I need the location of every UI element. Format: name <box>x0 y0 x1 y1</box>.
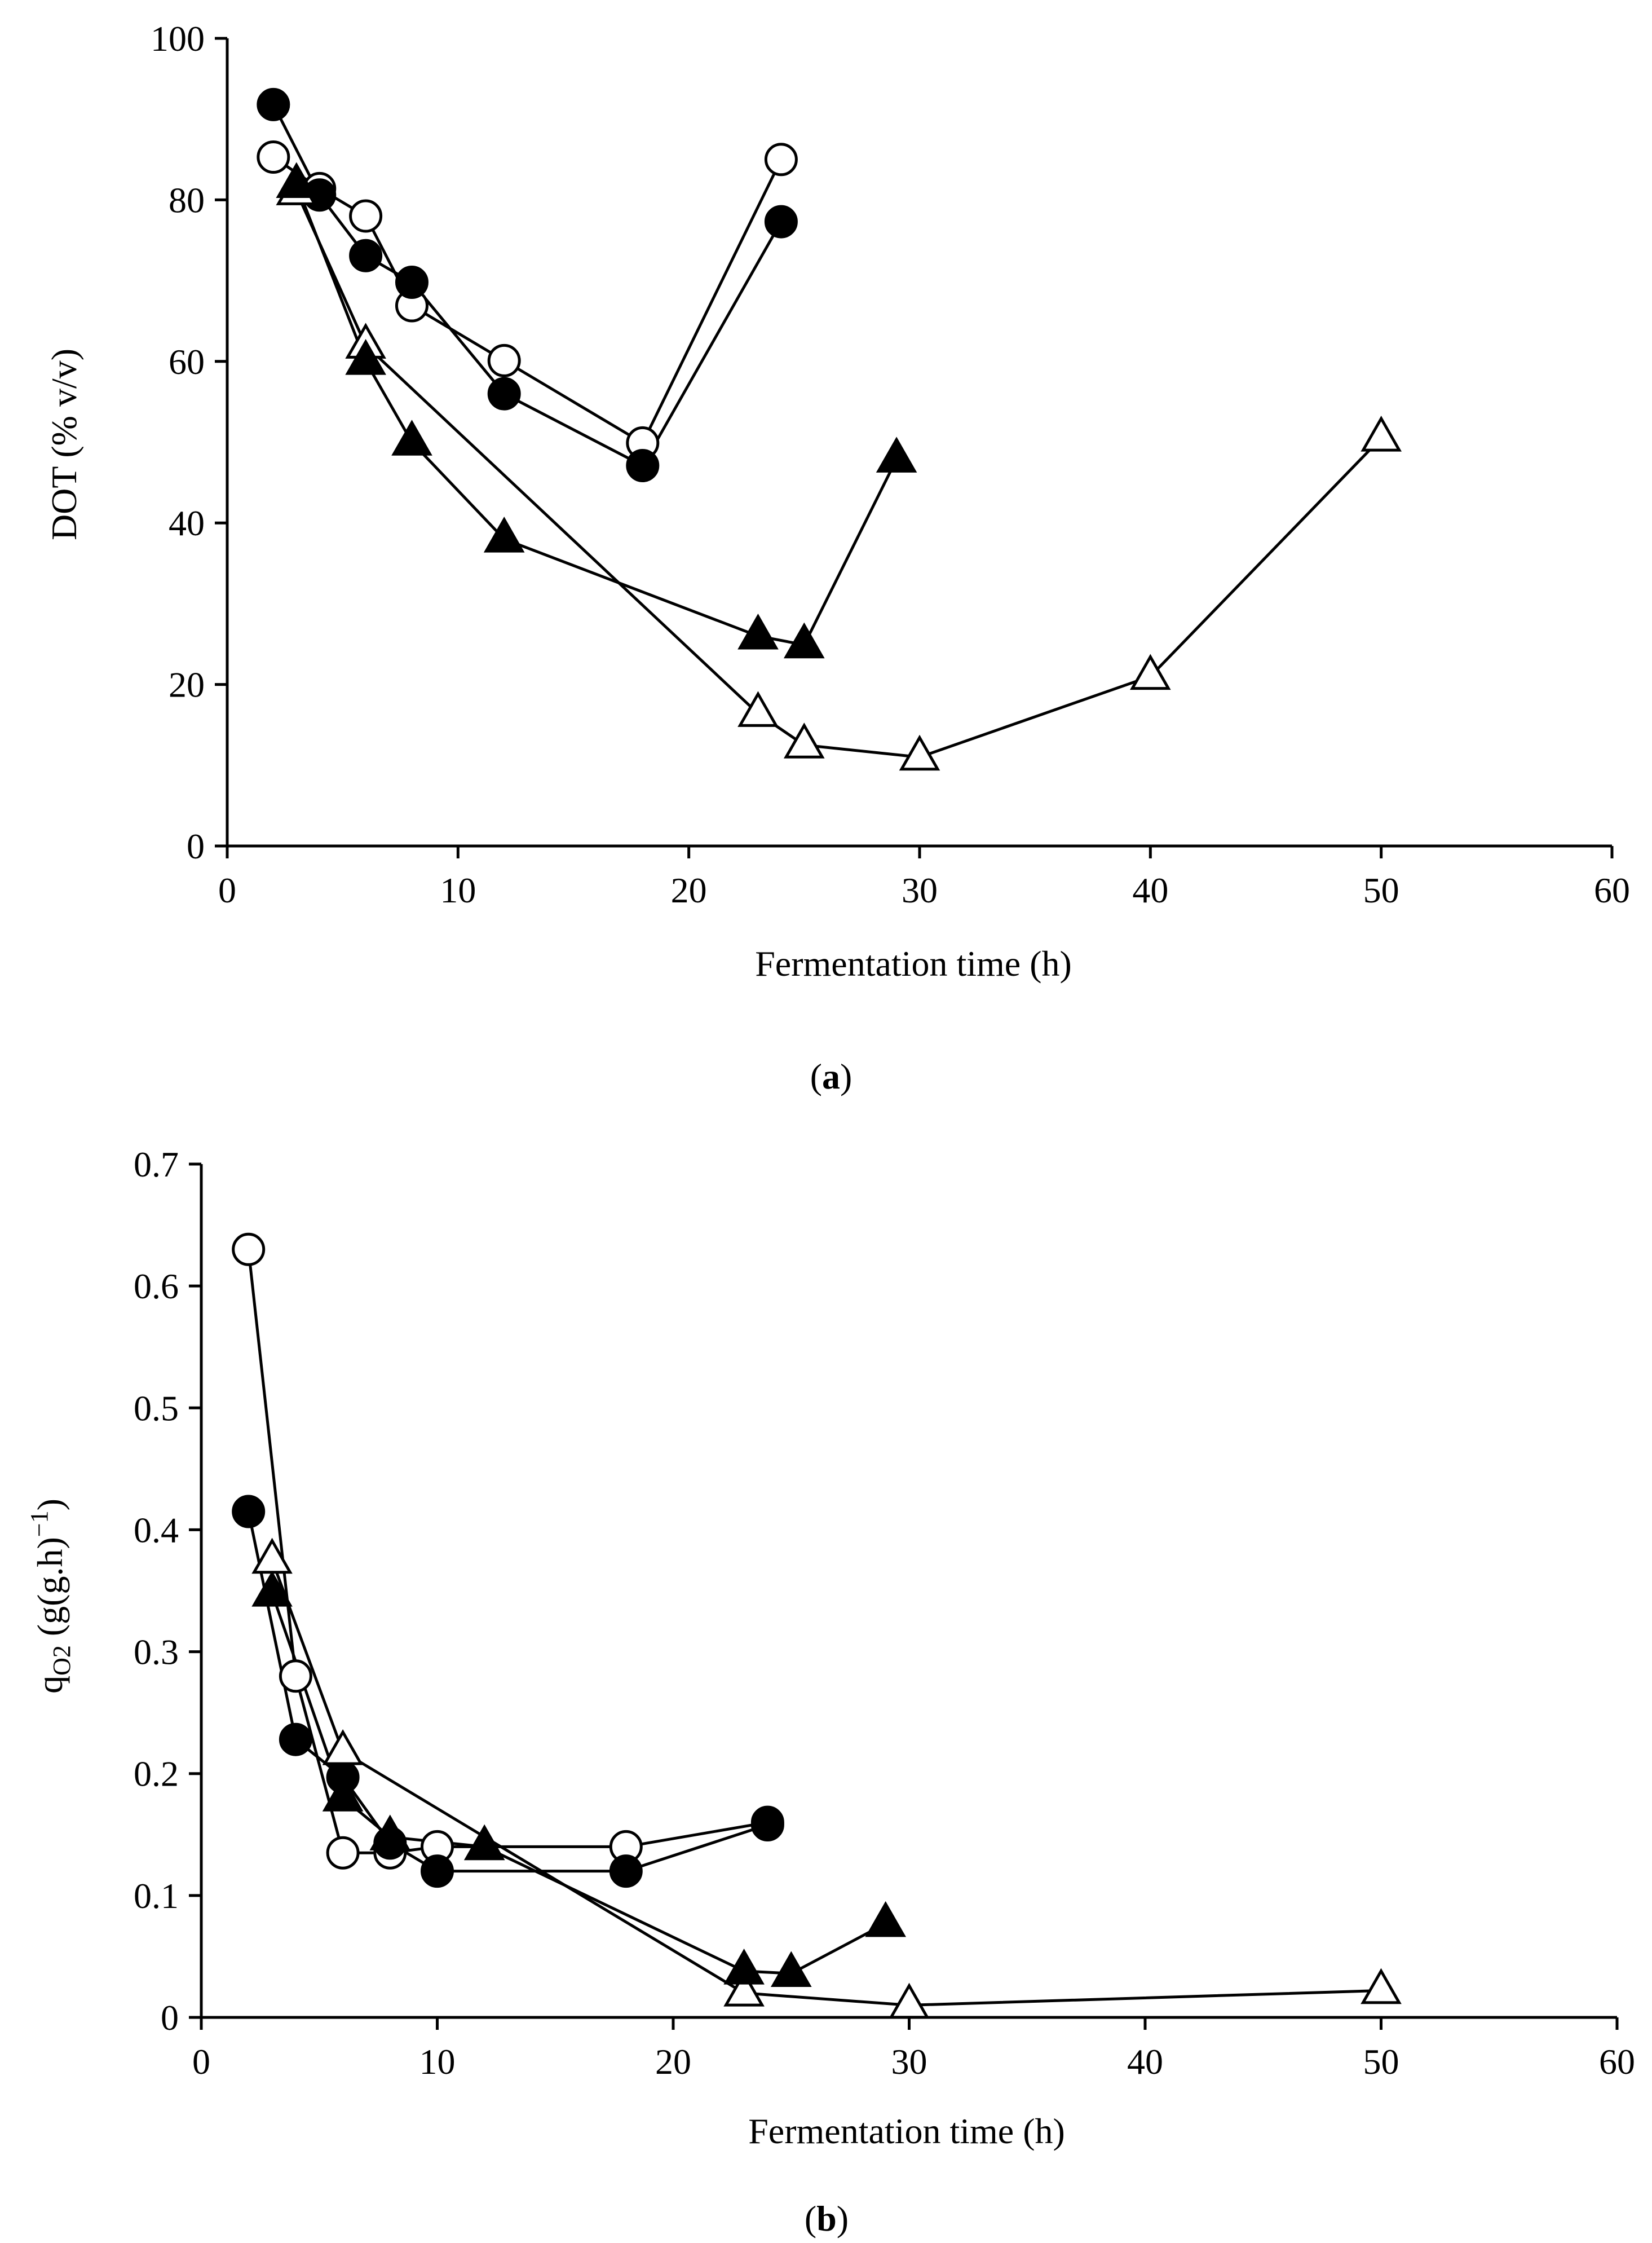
chart-b-y-tick-label: 0.1 <box>134 1876 179 1916</box>
chart-b-x-tick-label: 60 <box>1599 2042 1635 2082</box>
chart-a-series-line-filled-circle <box>272 104 783 467</box>
chart-b-x-tick-label: 40 <box>1127 2042 1163 2082</box>
chart-b-point-filled-circle <box>609 1854 643 1888</box>
chart-a-point-filled-circle <box>257 87 290 121</box>
chart-b-point-open-circle <box>279 1659 312 1693</box>
chart-a-point-filled-circle <box>764 205 798 239</box>
chart-b-y-title-q: q <box>30 1676 70 1694</box>
chart-b-x-tick-label: 20 <box>655 2042 691 2082</box>
chart-a-point-open-triangle <box>899 734 940 771</box>
chart-a-x-tick-label: 20 <box>671 870 707 910</box>
chart-b-point-filled-triangle <box>463 1824 505 1861</box>
chart-a-point-open-triangle <box>1129 654 1171 690</box>
chart-a-point-open-circle <box>257 140 290 174</box>
chart-b-y-axis-title: qO2 (g(g.h)−1) <box>25 1499 76 1694</box>
chart-a-point-open-triangle <box>1361 416 1402 452</box>
chart-b-x-tick-label: 0 <box>192 2042 210 2082</box>
chart-a-x-tick-label: 50 <box>1363 870 1399 910</box>
chart-b-series <box>232 1232 1402 2019</box>
chart-a-ticks: 0 20 40 60 80 100 0 10 20 30 40 50 60 <box>151 19 1630 910</box>
chart-a-point-open-circle <box>764 143 798 177</box>
chart-b-y-tick-label: 0.2 <box>134 1754 179 1794</box>
chart-b-point-filled-triangle <box>322 1775 364 1812</box>
chart-b-x-tick-label: 50 <box>1363 2042 1399 2082</box>
chart-a-point-filled-triangle <box>345 339 386 375</box>
chart-b-series-line-filled-triangle <box>271 1592 886 1975</box>
chart-a-y-tick-label: 100 <box>151 19 205 59</box>
chart-b-series-line-filled-circle <box>247 1511 768 1873</box>
chart-a-y-tick-label: 80 <box>169 180 205 220</box>
chart-a-x-axis-title: Fermentation time (h) <box>755 944 1072 984</box>
chart-b-point-filled-triangle <box>369 1814 411 1850</box>
chart-a-x-tick-label: 60 <box>1594 870 1630 910</box>
chart-panel-b: 0 0.1 0.2 0.3 0.4 0.5 0.6 0.7 0 10 20 30 40 50 60 Ferm… <box>25 1144 1635 2238</box>
chart-b-point-filled-triangle <box>770 1951 812 1987</box>
chart-a-series-line-open-circle <box>272 156 783 444</box>
chart-b-x-axis-title: Fermentation time (h) <box>748 2111 1065 2151</box>
chart-b-y-title-unit: (g(g.h) <box>30 1537 70 1645</box>
chart-a-y-axis-title: DOT (% v/v) <box>44 349 84 540</box>
chart-a-x-tick-label: 30 <box>902 870 938 910</box>
chart-panel-a: 0 20 40 60 80 100 0 10 20 30 40 50 60 Fermentation t… <box>44 19 1630 1096</box>
chart-b-panel-label: b <box>816 2198 837 2238</box>
chart-b-point-filled-triangle <box>251 1571 293 1607</box>
chart-b-y-tick-label: 0.6 <box>134 1266 179 1306</box>
chart-a-x-tick-label: 10 <box>440 870 476 910</box>
chart-a-x-tick-label: 40 <box>1132 870 1168 910</box>
chart-a-y-tick-label: 60 <box>169 342 205 382</box>
chart-b-y-tick-label: 0.3 <box>134 1632 179 1672</box>
chart-b-series-line-open-triangle <box>271 1559 1381 2007</box>
chart-b-y-title-sub: O2 <box>48 1645 76 1676</box>
chart-b-point-open-triangle <box>889 1982 930 2019</box>
chart-b-ticks: 0 0.1 0.2 0.3 0.4 0.5 0.6 0.7 0 10 20 30 40 50 60 <box>134 1144 1635 2082</box>
chart-a-x-tick-label: 0 <box>218 870 236 910</box>
chart-b-x-tick-label: 30 <box>891 2042 927 2082</box>
chart-b-x-tick-label: 10 <box>419 2042 456 2082</box>
chart-a-point-open-circle <box>487 343 521 377</box>
chart-b-point-open-triangle <box>1361 1968 1402 2004</box>
chart-b-point-filled-circle <box>232 1495 266 1528</box>
chart-b-point-open-circle <box>232 1232 266 1266</box>
chart-b-point-filled-triangle <box>865 1901 907 1937</box>
chart-b-panel-caption: (b) <box>805 2198 849 2238</box>
chart-b-point-filled-circle <box>279 1722 312 1756</box>
chart-a-point-filled-triangle <box>737 613 779 650</box>
chart-a-y-tick-label: 20 <box>169 665 205 705</box>
chart-a-series <box>257 87 1402 771</box>
chart-b-y-tick-label: 0.4 <box>134 1510 179 1550</box>
chart-b-point-open-triangle <box>723 1971 765 2007</box>
chart-a-panel-label: a <box>822 1056 840 1096</box>
chart-a-point-open-triangle <box>783 722 825 759</box>
chart-b-point-filled-triangle <box>723 1949 765 1985</box>
chart-b-y-tick-label: 0 <box>161 1998 179 2038</box>
chart-a-y-tick-label: 40 <box>169 503 205 543</box>
chart-a-point-filled-triangle <box>276 162 317 198</box>
chart-a-panel-caption: (a) <box>810 1056 852 1096</box>
chart-a-point-open-triangle <box>737 691 779 727</box>
chart-a-point-filled-triangle <box>783 622 825 659</box>
chart-a-y-tick-label: 0 <box>187 826 205 866</box>
chart-a-point-filled-triangle <box>391 420 432 456</box>
chart-a-series-line-open-triangle <box>295 191 1382 759</box>
chart-b-y-title-sup: −1 <box>25 1510 53 1537</box>
chart-b-point-open-triangle <box>251 1537 293 1574</box>
chart-a-point-filled-circle <box>349 239 383 272</box>
chart-b-y-tick-label: 0.5 <box>134 1388 179 1428</box>
chart-a-point-filled-circle <box>487 377 521 411</box>
chart-b-point-open-circle <box>326 1836 360 1870</box>
chart-b-point-filled-circle <box>421 1854 454 1888</box>
chart-b-point-filled-circle <box>750 1808 784 1841</box>
chart-a-point-filled-circle <box>626 449 660 483</box>
chart-a-point-filled-triangle <box>876 437 917 473</box>
chart-b-point-open-triangle <box>322 1729 364 1765</box>
chart-b-y-title-end: ) <box>30 1499 70 1510</box>
chart-a-point-filled-circle <box>395 265 429 299</box>
chart-b-y-tick-label: 0.7 <box>134 1144 179 1184</box>
chart-a-point-open-circle <box>349 199 383 233</box>
chart-a-point-filled-triangle <box>483 517 525 553</box>
